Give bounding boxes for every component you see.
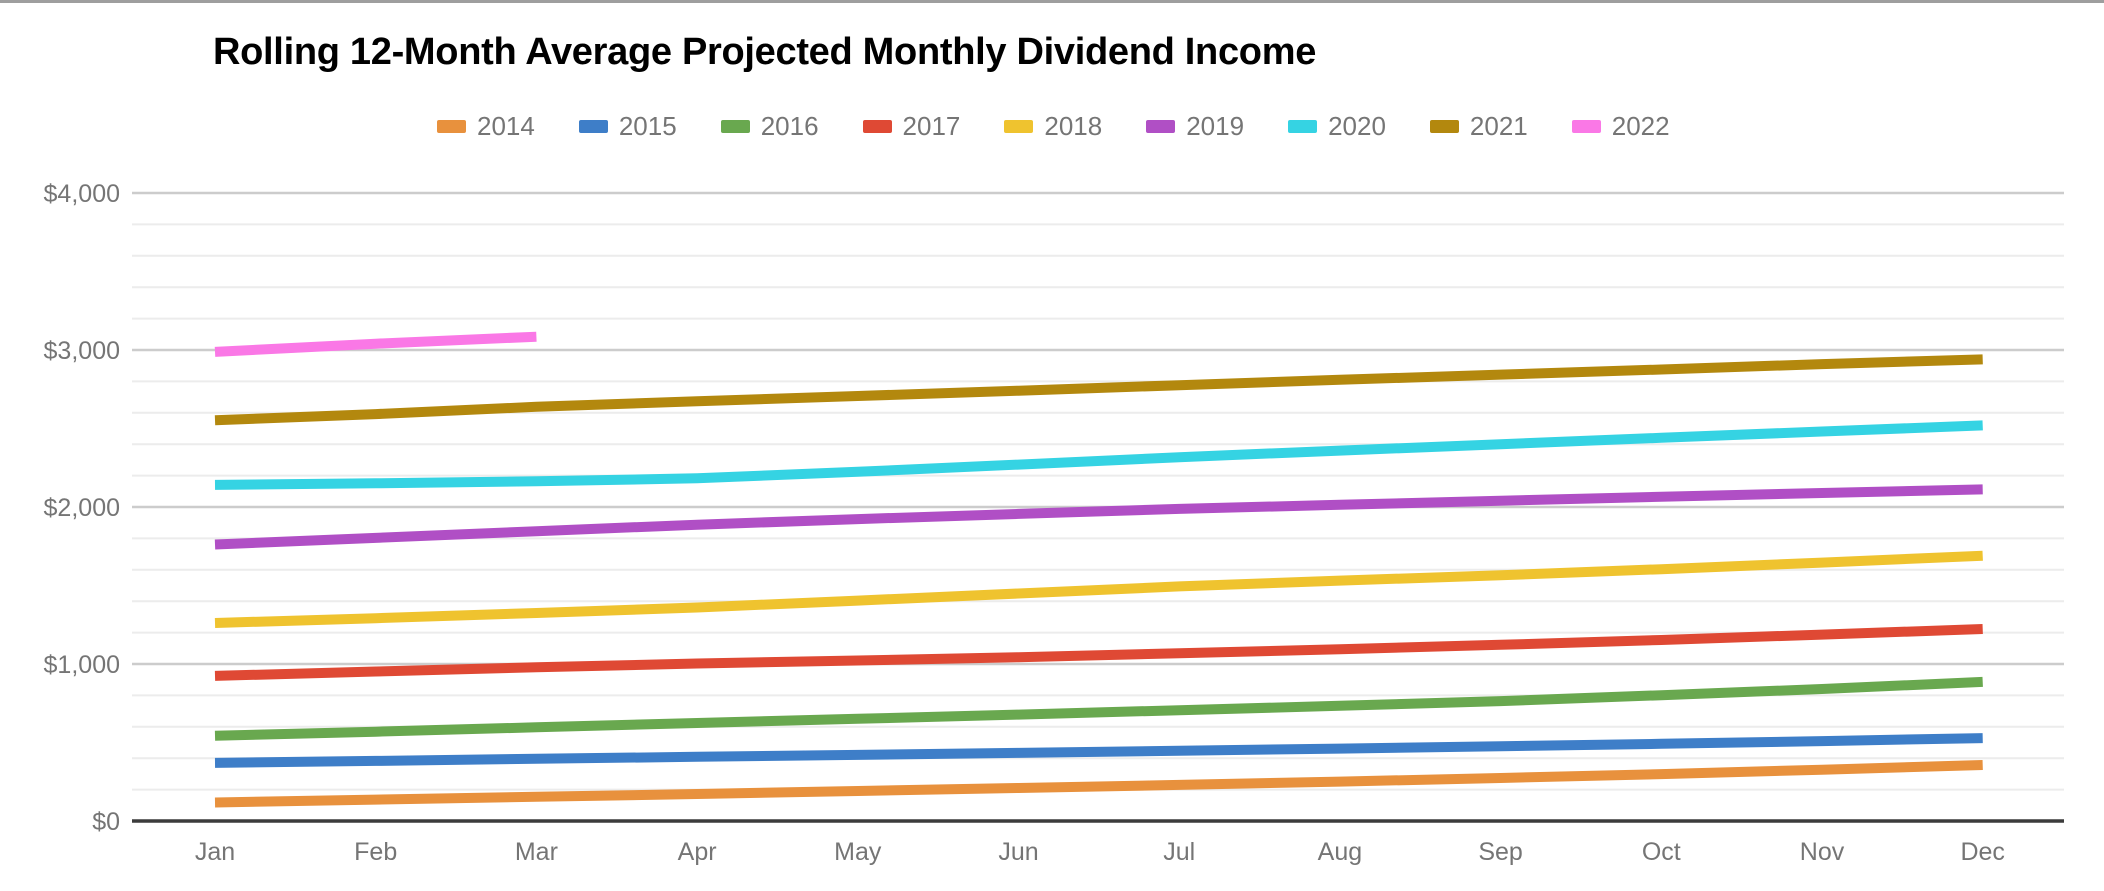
- legend-swatch-icon: [862, 119, 892, 133]
- x-axis-tick-label: Feb: [354, 838, 397, 866]
- x-axis-tick-label: Dec: [1960, 838, 2004, 866]
- legend-item-2016[interactable]: 2016: [720, 111, 819, 141]
- legend-label: 2019: [1186, 111, 1245, 141]
- y-axis-tick-label: $4,000: [44, 180, 120, 208]
- legend-label: 2020: [1328, 111, 1386, 141]
- legend-swatch-icon: [1004, 119, 1034, 133]
- legend-item-2018[interactable]: 2018: [1004, 113, 1102, 139]
- y-axis-tick-label: $2,000: [44, 494, 120, 522]
- legend-item-2015[interactable]: 2015: [578, 111, 677, 141]
- y-axis-tick-label: $1,000: [44, 651, 120, 679]
- legend-swatch-icon: [578, 119, 608, 133]
- x-axis-tick-label: Oct: [1642, 838, 1681, 866]
- chart-line-2019: [214, 484, 1983, 550]
- x-axis-tick-label: Sep: [1478, 838, 1522, 866]
- x-axis-tick-label: Jun: [998, 838, 1038, 866]
- x-axis-tick-label: Mar: [515, 838, 558, 866]
- chart-line-2017: [214, 624, 1983, 681]
- legend-swatch-icon: [720, 119, 750, 133]
- legend-item-2019[interactable]: 2019: [1146, 113, 1244, 139]
- legend-item-2021[interactable]: 2021: [1429, 111, 1528, 141]
- legend-label: 2014: [477, 111, 535, 141]
- legend-swatch-icon: [1429, 119, 1459, 133]
- chart-line-2016: [214, 676, 1983, 741]
- legend-label: 2018: [1044, 111, 1103, 141]
- legend-label: 2022: [1611, 111, 1670, 141]
- dividend-line-chart: $0 $1,000 $2,000 $3,000 $4,000 Jan Feb Mar Apr Ma…: [44, 180, 2064, 866]
- x-axis-tick-label: Nov: [1800, 838, 1845, 866]
- x-axis-tick-label: May: [834, 838, 882, 866]
- legend-swatch-icon: [1146, 119, 1176, 133]
- y-axis-tick-label: $0: [92, 808, 120, 836]
- chart-line-2020: [214, 420, 1983, 490]
- legend-item-2020[interactable]: 2020: [1288, 113, 1386, 139]
- legend-item-2014[interactable]: 2014: [437, 113, 535, 139]
- x-axis-tick-label: Apr: [678, 838, 717, 866]
- legend-swatch-icon: [437, 119, 466, 133]
- chart-line-2018: [214, 550, 1983, 628]
- legend-label: 2015: [618, 111, 677, 141]
- legend-label: 2021: [1469, 111, 1528, 141]
- legend-item-2017[interactable]: 2017: [862, 111, 961, 141]
- legend-item-2022[interactable]: 2022: [1571, 111, 1670, 141]
- chart-line-2015: [214, 733, 1983, 768]
- legend-swatch-icon: [1288, 119, 1318, 133]
- chart-line-2022: [214, 331, 537, 357]
- x-axis-tick-label: Jan: [195, 838, 235, 866]
- chart-legend: 2014 2015 2016 2017 2018 2019 2020 2021 2022: [437, 113, 1670, 139]
- chart-title: Rolling 12-Month Average Projected Month…: [213, 31, 1317, 73]
- legend-swatch-icon: [1571, 119, 1601, 133]
- y-axis-tick-label: $3,000: [44, 337, 120, 365]
- x-axis-tick-label: Aug: [1318, 838, 1362, 866]
- x-axis-tick-label: Jul: [1163, 838, 1195, 866]
- legend-label: 2016: [760, 111, 819, 141]
- chart-line-2021: [214, 354, 1983, 426]
- chart-line-2014: [214, 760, 1983, 808]
- legend-label: 2017: [902, 111, 961, 141]
